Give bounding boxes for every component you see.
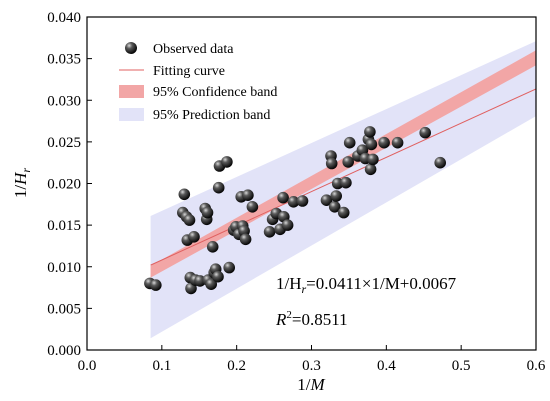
data-point-31 <box>239 233 252 246</box>
y-tick-label-8: 0.040 <box>47 10 81 26</box>
data-point-1 <box>150 279 162 291</box>
data-point-16 <box>205 278 217 291</box>
data-point-40 <box>281 219 294 231</box>
data-point-64 <box>434 156 447 169</box>
y-tick-label-4: 0.020 <box>47 177 81 193</box>
axes-ticks: 0.0 0.1 0.2 0.3 0.4 0.5 0.6 0.000 0.005 0.010 0.01… <box>47 10 546 374</box>
x-tick-label-3: 0.3 <box>302 358 321 374</box>
data-point-33 <box>246 201 259 213</box>
data-point-60 <box>367 153 379 166</box>
x-axis-label-var: M <box>310 375 326 394</box>
fitting-curve <box>150 88 536 266</box>
fit-equation-sub: r <box>302 282 307 296</box>
data-point-42 <box>296 195 309 207</box>
legend-label-prediction: 95% Prediction band <box>153 108 270 123</box>
legend-marker-observed <box>125 42 137 54</box>
data-point-49 <box>337 206 350 219</box>
r-squared: R2=0.8511 <box>275 309 348 329</box>
r-squared-sup: 2 <box>286 309 292 321</box>
data-point-24 <box>223 261 235 274</box>
fit-equation-prefix: 1/H <box>276 274 302 293</box>
x-tick-label-1: 0.1 <box>152 358 171 374</box>
y-tick-label-2: 0.010 <box>47 260 81 276</box>
data-point-59 <box>365 138 378 151</box>
data-point-63 <box>419 126 432 139</box>
y-tick-label-5: 0.025 <box>47 135 81 151</box>
fit-equation-rest: =0.0411×1/M+0.0067 <box>306 274 456 293</box>
data-point-32 <box>242 189 254 201</box>
legend-label-confidence: 95% Confidence band <box>153 85 277 100</box>
x-axis-label: 1/M <box>297 375 325 394</box>
x-tick-label-2: 0.2 <box>227 358 246 374</box>
data-point-23 <box>221 156 233 168</box>
data-point-61 <box>378 136 390 149</box>
data-point-58 <box>364 163 377 176</box>
data-point-45 <box>325 157 338 170</box>
data-point-52 <box>343 136 356 149</box>
y-axis-label-var: H <box>11 171 30 186</box>
y-axis-label-sub: r <box>19 168 33 173</box>
data-point-6 <box>183 214 196 226</box>
y-tick-label-3: 0.015 <box>47 218 81 234</box>
data-point-57 <box>364 126 376 138</box>
data-point-51 <box>342 156 355 168</box>
data-point-14 <box>201 206 214 219</box>
data-point-21 <box>212 181 225 194</box>
legend-patch-confidence <box>119 85 144 98</box>
points-layer <box>144 126 447 295</box>
data-point-3 <box>178 188 191 201</box>
legend-label-observed: Observed data <box>153 42 234 57</box>
y-tick-label-7: 0.035 <box>47 52 81 68</box>
r-squared-prefix: R <box>275 310 287 329</box>
data-point-43 <box>320 194 333 206</box>
x-tick-label-0: 0.0 <box>78 358 97 374</box>
data-point-41 <box>287 196 300 208</box>
data-point-9 <box>188 231 200 243</box>
data-point-20 <box>212 270 224 283</box>
x-tick-label-6: 0.6 <box>527 358 546 374</box>
y-axis-label: 1/Hr <box>11 168 33 199</box>
data-point-47 <box>330 190 343 202</box>
y-tick-label-6: 0.030 <box>47 93 81 109</box>
y-tick-label-0: 0.000 <box>47 343 81 359</box>
data-point-62 <box>391 136 404 149</box>
legend: Observed data Fitting curve 95% Confiden… <box>119 42 277 123</box>
x-tick-label-4: 0.4 <box>377 358 396 374</box>
x-tick-label-5: 0.5 <box>452 358 471 374</box>
data-point-46 <box>328 201 341 213</box>
r-squared-rest: =0.8511 <box>292 310 348 329</box>
data-point-34 <box>263 226 276 238</box>
fit-equation: 1/Hr=0.0411×1/M+0.0067 <box>276 274 457 296</box>
y-tick-label-1: 0.005 <box>47 301 81 317</box>
legend-label-fitting: Fitting curve <box>153 64 225 79</box>
data-point-17 <box>206 241 219 253</box>
legend-patch-prediction <box>119 108 144 121</box>
data-point-50 <box>340 176 352 189</box>
data-point-38 <box>277 191 289 204</box>
